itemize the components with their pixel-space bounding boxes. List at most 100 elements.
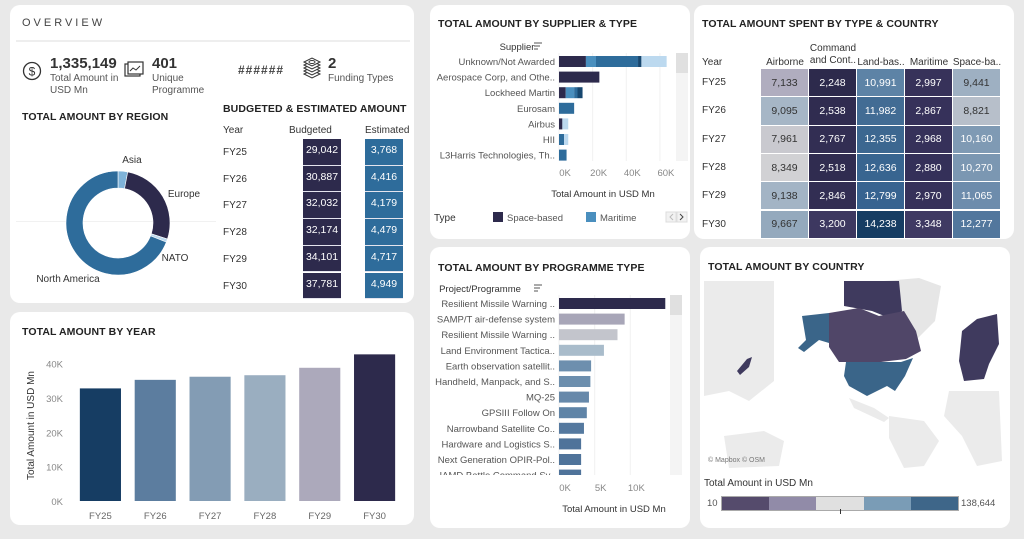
heatmap-cell[interactable]: 2,968 — [905, 125, 953, 154]
supplier-bar-segment[interactable] — [559, 134, 565, 145]
supplier-bar-segment[interactable] — [559, 118, 563, 130]
estimated-cell[interactable]: 4,179 — [365, 192, 403, 220]
bar-fy25[interactable] — [79, 388, 121, 501]
programme-bar[interactable] — [559, 360, 592, 372]
estimated-cell[interactable]: 4,717 — [365, 245, 403, 273]
heatmap-cell[interactable]: 10,991 — [857, 69, 905, 98]
supplier-bar-segment[interactable] — [577, 87, 583, 99]
heatmap-cell[interactable]: 7,133 — [761, 69, 809, 98]
heatmap-cell[interactable]: 9,095 — [761, 97, 809, 126]
estimated-cell[interactable]: 4,949 — [365, 272, 403, 300]
country-map[interactable]: © Mapbox © OSM — [704, 276, 1002, 468]
programme-bar[interactable] — [559, 391, 589, 403]
heatmap-column-header[interactable]: Airborne — [766, 57, 804, 68]
supplier-label[interactable]: Eurosam — [517, 104, 555, 115]
map-legend-scale[interactable] — [721, 496, 959, 514]
supplier-label[interactable]: Airbus — [528, 119, 555, 130]
heatmap-cell[interactable]: 10,160 — [953, 125, 1001, 154]
programme-label[interactable]: GPSIII Follow On — [482, 408, 555, 419]
heatmap-column-header[interactable]: Maritime — [909, 57, 949, 68]
legend-next-button[interactable] — [676, 211, 688, 223]
programme-label[interactable]: Resilient Missile Warning .. — [441, 330, 555, 341]
programme-bar[interactable] — [559, 329, 618, 341]
heatmap-cell[interactable]: 2,538 — [809, 97, 857, 126]
supplier-bar-segment[interactable] — [565, 87, 575, 99]
bar-fy26[interactable] — [134, 379, 176, 501]
heatmap-cell[interactable]: 12,636 — [857, 153, 905, 183]
heatmap-cell[interactable]: 2,997 — [905, 69, 953, 98]
heatmap-cell[interactable]: 8,349 — [761, 153, 809, 183]
heatmap-column-header[interactable]: Land-bas.. — [857, 57, 905, 68]
heatmap-cell[interactable]: 9,138 — [761, 182, 809, 211]
bar-fy29[interactable] — [299, 367, 341, 501]
heatmap-cell[interactable]: 2,518 — [809, 153, 857, 183]
donut-slice-north-america[interactable] — [65, 170, 167, 276]
heatmap-cell[interactable]: 9,667 — [761, 210, 809, 239]
heatmap-cell[interactable]: 2,867 — [905, 97, 953, 126]
programme-label[interactable]: MQ-25 — [526, 393, 555, 404]
budgeted-cell[interactable]: 29,042 — [303, 139, 341, 166]
heatmap-cell[interactable]: 9,441 — [953, 69, 1001, 98]
heatmap-cell[interactable]: 14,238 — [857, 210, 905, 239]
heatmap-cell[interactable]: 7,961 — [761, 125, 809, 154]
programme-bar[interactable] — [559, 376, 591, 387]
estimated-cell[interactable]: 3,768 — [365, 139, 403, 166]
programme-bar[interactable] — [559, 454, 582, 465]
programme-label[interactable]: Hardware and Logistics S.. — [441, 439, 555, 450]
programme-bar[interactable] — [559, 344, 604, 356]
programme-header[interactable]: Project/Programme — [439, 284, 521, 295]
supplier-label[interactable]: HII — [543, 135, 555, 146]
legend-swatch[interactable] — [493, 212, 503, 222]
heatmap-cell[interactable]: 12,277 — [953, 210, 1001, 239]
heatmap-column-header[interactable]: Command and Cont.. — [809, 43, 857, 66]
budgeted-cell[interactable]: 32,174 — [303, 219, 341, 246]
programme-label[interactable]: Resilient Missile Warning .. — [441, 299, 555, 310]
heatmap-cell[interactable]: 12,355 — [857, 125, 905, 154]
heatmap-cell[interactable]: 2,970 — [905, 182, 953, 211]
estimated-cell[interactable]: 4,479 — [365, 219, 403, 246]
legend-swatch[interactable] — [586, 212, 596, 222]
legend-label[interactable]: Maritime — [600, 213, 636, 224]
supplier-bar-segment[interactable] — [638, 56, 642, 67]
supplier-label[interactable]: Aerospace Corp, and Othe.. — [437, 73, 555, 84]
heatmap-column-header[interactable]: Space-ba.. — [952, 57, 1002, 68]
programme-label[interactable]: Next Generation OPIR-Pol.. — [438, 455, 555, 466]
scrollbar-thumb[interactable] — [676, 53, 688, 73]
bar-fy27[interactable] — [189, 376, 231, 501]
heatmap-cell[interactable]: 11,065 — [953, 182, 1001, 211]
supplier-bar-segment[interactable] — [559, 71, 600, 83]
heatmap-cell[interactable]: 3,348 — [905, 210, 953, 239]
heatmap-cell[interactable]: 10,270 — [953, 153, 1001, 183]
supplier-bar-segment[interactable] — [559, 56, 586, 67]
supplier-bar-segment[interactable] — [559, 87, 566, 99]
supplier-header[interactable]: Supplier — [500, 42, 535, 53]
sort-icon[interactable] — [534, 284, 542, 292]
programme-label[interactable]: Handheld, Manpack, and S.. — [435, 377, 555, 388]
supplier-bar-segment[interactable] — [641, 56, 667, 67]
heatmap-cell[interactable]: 2,846 — [809, 182, 857, 211]
heatmap-cell[interactable]: 12,799 — [857, 182, 905, 211]
heatmap-cell[interactable]: 2,880 — [905, 153, 953, 183]
supplier-bar-segment[interactable] — [559, 102, 575, 114]
programme-bar[interactable] — [559, 313, 625, 325]
supplier-label[interactable]: Lockheed Martin — [485, 88, 555, 99]
programme-label[interactable]: Land Environment Tactica.. — [441, 346, 555, 357]
bar-fy30[interactable] — [354, 354, 396, 501]
programme-bar[interactable] — [559, 438, 582, 450]
budgeted-cell[interactable]: 30,887 — [303, 165, 341, 193]
supplier-bar-segment[interactable] — [574, 87, 578, 99]
heatmap-cell[interactable]: 2,248 — [809, 69, 857, 98]
supplier-bar-segment[interactable] — [559, 149, 567, 161]
programme-bar[interactable] — [559, 298, 666, 309]
estimated-cell[interactable]: 4,416 — [365, 165, 403, 193]
supplier-bar-segment[interactable] — [596, 56, 639, 67]
legend-prev-button[interactable] — [665, 211, 677, 223]
supplier-bar-segment[interactable] — [564, 134, 569, 145]
supplier-label[interactable]: L3Harris Technologies, Th.. — [440, 151, 555, 162]
heatmap-cell[interactable]: 2,767 — [809, 125, 857, 154]
heatmap-cell[interactable]: 3,200 — [809, 210, 857, 239]
supplier-bar-segment[interactable] — [585, 56, 596, 67]
programme-bar[interactable] — [559, 469, 582, 481]
supplier-bar-segment[interactable] — [562, 118, 569, 130]
scrollbar-thumb[interactable] — [670, 295, 682, 315]
